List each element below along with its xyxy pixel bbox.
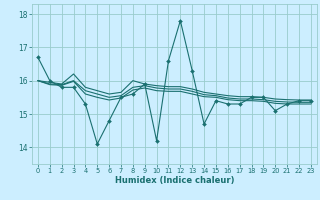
X-axis label: Humidex (Indice chaleur): Humidex (Indice chaleur) xyxy=(115,176,234,185)
